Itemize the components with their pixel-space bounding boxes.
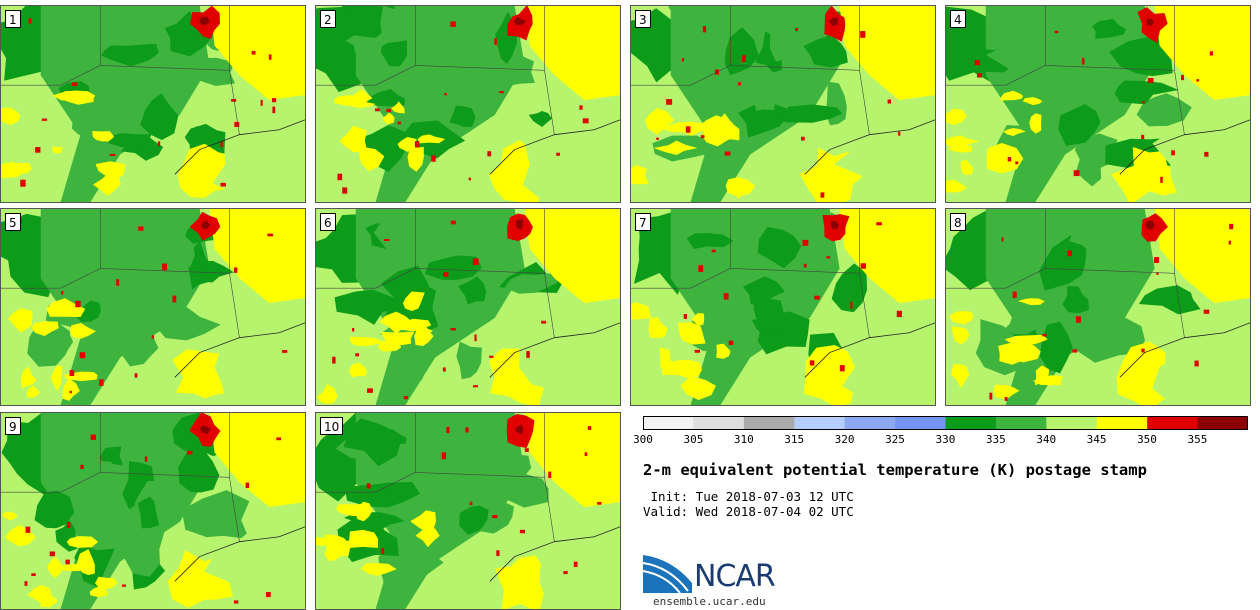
panel-number: 5 — [5, 213, 21, 231]
ensemble-member-panel: 5 — [0, 208, 306, 406]
theta-e-map — [1, 209, 305, 405]
ensemble-member-panel: 1 — [0, 5, 306, 203]
colorbar-swatch — [1197, 416, 1249, 430]
panel-number: 2 — [320, 10, 336, 28]
theta-e-map — [946, 6, 1250, 202]
colorbar — [643, 415, 1249, 430]
colorbar-swatch — [945, 416, 997, 430]
ncar-logo-icon — [642, 555, 692, 594]
colorbar-swatch — [794, 416, 846, 430]
colorbar-swatch — [995, 416, 1047, 430]
panel-number: 7 — [635, 213, 651, 231]
ensemble-member-panel: 8 — [945, 208, 1251, 406]
colorbar-tick-label: 350 — [1137, 433, 1157, 446]
colorbar-swatch — [1046, 416, 1098, 430]
valid-time: Valid: Wed 2018-07-04 02 UTC — [643, 504, 854, 519]
ensemble-member-panel: 2 — [315, 5, 621, 203]
init-time: Init: Tue 2018-07-03 12 UTC — [643, 489, 854, 504]
theta-e-map — [316, 209, 620, 405]
logo-wordmark: NCAR — [694, 559, 776, 594]
theta-e-map — [631, 209, 935, 405]
colorbar-swatch — [1147, 416, 1199, 430]
panel-number: 9 — [5, 417, 21, 435]
colorbar-tick-label: 300 — [633, 433, 653, 446]
ensemble-member-panel: 7 — [630, 208, 936, 406]
theta-e-map — [1, 413, 305, 609]
panel-number: 10 — [320, 417, 344, 435]
colorbar-tick-label: 305 — [683, 433, 704, 446]
colorbar-swatch — [743, 416, 795, 430]
theta-e-map — [316, 6, 620, 202]
theta-e-map — [631, 6, 935, 202]
ensemble-member-panel: 10 — [315, 412, 621, 610]
theta-e-map — [316, 413, 620, 609]
ensemble-member-panel: 4 — [945, 5, 1251, 203]
ensemble-member-panel: 9 — [0, 412, 306, 610]
ensemble-member-panel: 6 — [315, 208, 621, 406]
colorbar-tick-label: 320 — [834, 433, 855, 446]
colorbar-tick-label: 310 — [733, 433, 754, 446]
ensemble-member-panel: 3 — [630, 5, 936, 203]
colorbar-tick-label: 345 — [1086, 433, 1107, 446]
colorbar-tick-label: 340 — [1036, 433, 1057, 446]
colorbar-swatch — [693, 416, 745, 430]
panel-number: 6 — [320, 213, 336, 231]
colorbar-swatch — [643, 416, 694, 430]
colorbar-tick-label: 325 — [885, 433, 905, 446]
colorbar-tick-label: 355 — [1187, 433, 1208, 446]
figure-title: 2-m equivalent potential temperature (K)… — [643, 461, 1147, 479]
logo-url: ensemble.ucar.edu — [653, 595, 766, 608]
theta-e-map — [1, 6, 305, 202]
panel-number: 8 — [950, 213, 966, 231]
colorbar-tick-label: 330 — [935, 433, 956, 446]
colorbar-swatch — [895, 416, 946, 430]
panel-number: 4 — [950, 10, 966, 28]
theta-e-map — [946, 209, 1250, 405]
panel-number: 3 — [635, 10, 651, 28]
colorbar-tick-label: 315 — [784, 433, 805, 446]
colorbar-tick-label: 335 — [985, 433, 1006, 446]
panel-number: 1 — [5, 10, 21, 28]
colorbar-swatch — [844, 416, 896, 430]
colorbar-swatch — [1096, 416, 1148, 430]
